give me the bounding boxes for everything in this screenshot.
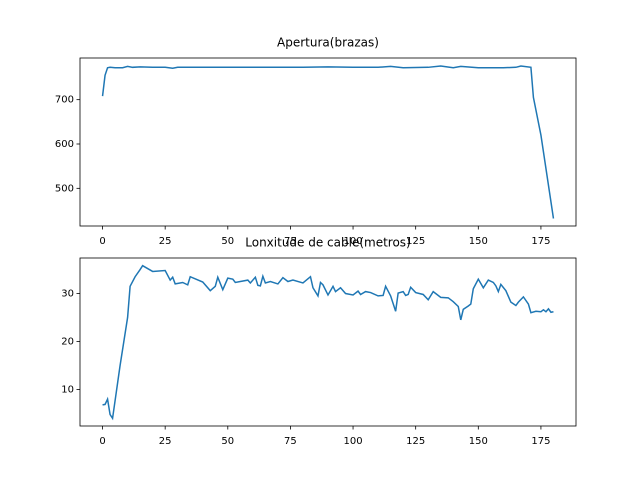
x-tick-label: 100: [344, 236, 363, 247]
x-tick-label: 75: [284, 436, 297, 447]
x-tick-label: 25: [159, 436, 172, 447]
x-tick-label: 0: [99, 436, 105, 447]
x-tick-label: 0: [99, 236, 105, 247]
x-tick-label: 150: [469, 236, 488, 247]
x-tick-label: 150: [469, 436, 488, 447]
x-tick-label: 125: [406, 236, 425, 247]
x-tick-label: 50: [221, 436, 234, 447]
x-tick-label: 125: [406, 436, 425, 447]
y-tick-label: 600: [55, 139, 74, 150]
x-tick-label: 100: [344, 436, 363, 447]
y-tick-label: 30: [61, 289, 74, 300]
axes-frame: [79, 257, 577, 427]
x-tick-label: 50: [221, 236, 234, 247]
x-tick-label: 175: [531, 236, 550, 247]
y-tick-label: 700: [55, 95, 74, 106]
data-line: [101, 65, 555, 219]
axes-frame: [79, 57, 577, 227]
x-tick-label: 25: [159, 236, 172, 247]
chart-title: Lonxitude de cable(metros): [245, 236, 411, 250]
y-tick-label: 10: [61, 385, 74, 396]
y-tick-label: 20: [61, 337, 74, 348]
x-tick-label: 75: [284, 236, 297, 247]
y-tick-label: 500: [55, 183, 74, 194]
x-tick-label: 175: [531, 436, 550, 447]
chart-title: Apertura(brazas): [277, 36, 379, 50]
data-line: [102, 264, 554, 421]
